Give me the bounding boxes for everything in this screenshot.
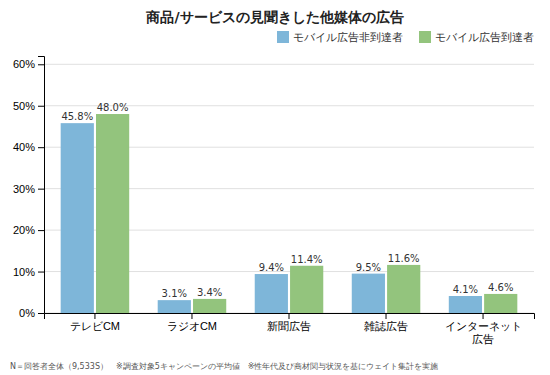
x-tick-label: インターネット広告 — [445, 320, 522, 345]
y-axis: 0% 10% 20% 30% 40% 50% 60% — [13, 57, 45, 320]
y-tick: 10% — [13, 266, 44, 278]
data-label: 4.6% — [488, 282, 513, 293]
data-label: 11.4% — [291, 254, 323, 265]
y-tick-mark — [38, 147, 44, 148]
y-tick-label: 30% — [13, 183, 35, 195]
x-tick: インターネット広告 — [445, 313, 522, 345]
data-label: 45.8% — [61, 111, 93, 122]
bar — [290, 266, 323, 313]
x-tick-label-line: インターネット — [445, 320, 522, 332]
y-tick-mark — [38, 106, 44, 107]
y-tick-label: 50% — [13, 100, 35, 112]
bar — [484, 294, 517, 313]
bar — [193, 299, 226, 313]
legend-item: モバイル広告非到達者 — [277, 31, 403, 44]
grid-line — [44, 64, 534, 65]
x-tick-mark — [386, 313, 387, 319]
data-label: 9.5% — [356, 262, 381, 273]
data-label: 3.4% — [197, 287, 222, 298]
x-tick-label-line: 広告 — [472, 333, 494, 345]
legend-item: モバイル広告到達者 — [419, 31, 534, 44]
y-tick-label: 10% — [13, 266, 35, 278]
legend-swatch — [419, 31, 431, 43]
x-tick: ラジオCM — [167, 313, 217, 332]
bar — [61, 123, 94, 313]
x-tick-label: ラジオCM — [167, 320, 217, 332]
x-tick-label-line: ラジオCM — [167, 320, 217, 332]
x-tick: 雑誌広告 — [364, 313, 408, 332]
bars — [61, 114, 518, 313]
y-tick-mark — [38, 313, 44, 314]
x-tick-label-line: 雑誌広告 — [364, 320, 408, 332]
y-tick-label: 60% — [13, 58, 35, 70]
data-label: 4.1% — [453, 284, 478, 295]
legend: モバイル広告非到達者 モバイル広告到達者 — [277, 31, 534, 44]
bar — [255, 274, 288, 313]
x-tick-mark — [289, 313, 290, 319]
data-label: 48.0% — [97, 102, 129, 113]
x-axis: テレビCM ラジオCM 新聞広告 雑誌広告 インターネット広告 — [45, 313, 535, 345]
chart-svg: 45.8% 3.1% 9.4% 9.5% 4.1% 48.0% 3.4% 11.4% 11.6%… — [0, 0, 550, 375]
footnote: N＝回答者全体（9,533S） ※調査対象5キャンペーンの平均値 ※性年代及び商… — [10, 362, 438, 371]
x-tick-mark — [94, 313, 95, 319]
x-tick-label: テレビCM — [70, 320, 120, 332]
x-tick-label: 新聞広告 — [267, 320, 311, 332]
y-tick: 40% — [13, 141, 44, 153]
legend-label: モバイル広告非到達者 — [293, 31, 403, 44]
bar — [352, 274, 385, 313]
data-label: 3.1% — [162, 288, 187, 299]
x-tick-mark — [191, 313, 192, 319]
y-tick: 30% — [13, 183, 44, 195]
y-tick: 50% — [13, 100, 44, 112]
x-tick-label: 雑誌広告 — [364, 320, 408, 332]
x-tick-mark — [483, 313, 484, 319]
y-tick-label: 0% — [19, 307, 35, 319]
x-tick: テレビCM — [70, 313, 120, 332]
x-tick-label-line: 新聞広告 — [267, 320, 311, 332]
bar — [449, 296, 482, 313]
y-tick-mark — [38, 230, 44, 231]
chart-container: 45.8% 3.1% 9.4% 9.5% 4.1% 48.0% 3.4% 11.4% 11.6%… — [0, 0, 550, 375]
y-tick-label: 20% — [13, 224, 35, 236]
title: 商品/サービスの見聞きした他媒体の広告 — [145, 9, 403, 25]
x-axis-line — [45, 314, 535, 320]
y-tick: 0% — [19, 307, 44, 319]
bar — [158, 300, 191, 313]
y-tick-mark — [38, 189, 44, 190]
y-axis-line — [38, 57, 45, 314]
data-label: 9.4% — [259, 262, 284, 273]
bar-series — [96, 114, 517, 313]
bar — [387, 265, 420, 313]
data-labels: 45.8% 3.1% 9.4% 9.5% 4.1% 48.0% 3.4% 11.4% 11.6%… — [61, 102, 513, 299]
y-tick: 60% — [13, 58, 44, 70]
bar — [96, 114, 129, 313]
data-label: 11.6% — [388, 253, 420, 264]
legend-label: モバイル広告到達者 — [435, 31, 534, 44]
y-tick: 20% — [13, 224, 44, 236]
grid — [44, 64, 534, 313]
legend-swatch — [277, 31, 289, 43]
y-tick-mark — [38, 272, 44, 273]
x-tick: 新聞広告 — [267, 313, 311, 332]
y-tick-mark — [38, 64, 44, 65]
y-tick-label: 40% — [13, 141, 35, 153]
x-tick-label-line: テレビCM — [70, 320, 120, 332]
